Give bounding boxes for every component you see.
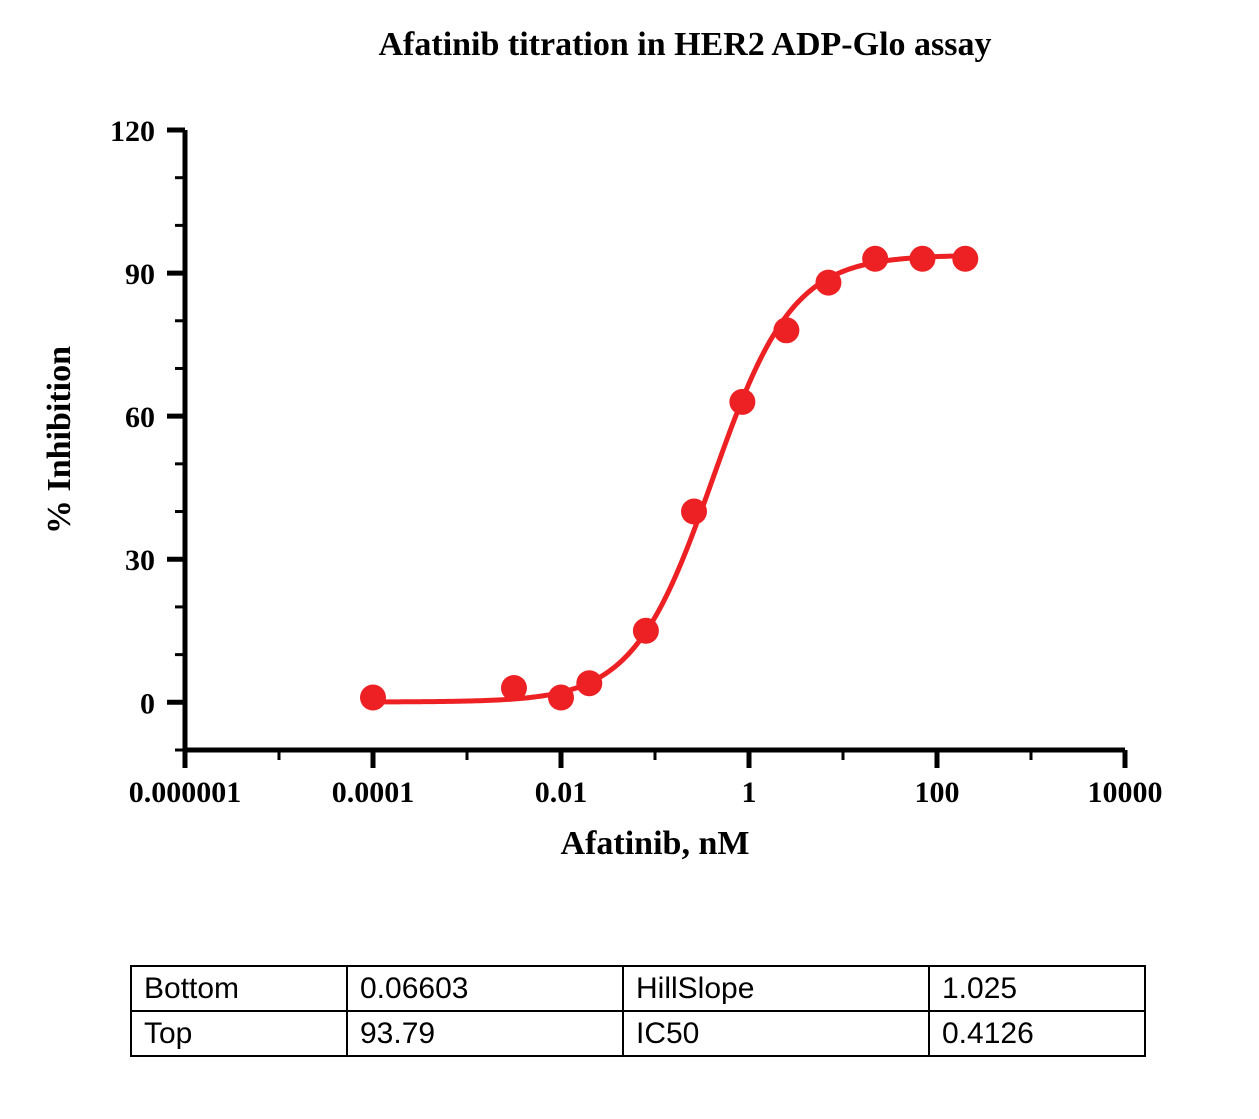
y-tick-label: 120 [110, 115, 155, 148]
x-tick-label: 100 [915, 776, 960, 809]
param-value: 0.4126 [929, 1011, 1145, 1056]
dose-response-chart: Afatinib titration in HER2 ADP-Glo assay… [0, 0, 1259, 950]
param-value: 0.06603 [347, 966, 623, 1011]
x-tick-label: 0.01 [535, 776, 588, 809]
data-point [909, 246, 935, 272]
data-point [773, 317, 799, 343]
param-label: Top [131, 1011, 347, 1056]
x-tick-label: 1 [742, 776, 757, 809]
data-point [360, 685, 386, 711]
table-row: Bottom0.06603HillSlope1.025 [131, 966, 1145, 1011]
x-tick-label: 0.000001 [129, 776, 242, 809]
fit-parameters-table: Bottom0.06603HillSlope1.025Top93.79IC500… [130, 965, 1146, 1057]
fit-curve [373, 256, 965, 702]
data-point [576, 670, 602, 696]
data-point [548, 685, 574, 711]
x-tick-label: 10000 [1088, 776, 1163, 809]
param-label: IC50 [623, 1011, 929, 1056]
data-point [681, 499, 707, 525]
param-label: Bottom [131, 966, 347, 1011]
y-tick-label: 60 [125, 401, 155, 434]
y-tick-label: 90 [125, 258, 155, 291]
data-point [862, 246, 888, 272]
param-value: 93.79 [347, 1011, 623, 1056]
param-label: HillSlope [623, 966, 929, 1011]
param-value: 1.025 [929, 966, 1145, 1011]
data-point [501, 675, 527, 701]
y-tick-label: 0 [140, 687, 155, 720]
page: Afatinib titration in HER2 ADP-Glo assay… [0, 0, 1259, 1119]
x-axis-label: Afatinib, nM [561, 825, 750, 862]
chart-title: Afatinib titration in HER2 ADP-Glo assay [379, 26, 992, 63]
data-point [815, 270, 841, 296]
y-tick-label: 30 [125, 544, 155, 577]
data-point [633, 618, 659, 644]
data-point [952, 246, 978, 272]
y-axis-label: % Inhibition [41, 346, 78, 534]
x-tick-label: 0.0001 [332, 776, 415, 809]
data-point [729, 389, 755, 415]
table-row: Top93.79IC500.4126 [131, 1011, 1145, 1056]
